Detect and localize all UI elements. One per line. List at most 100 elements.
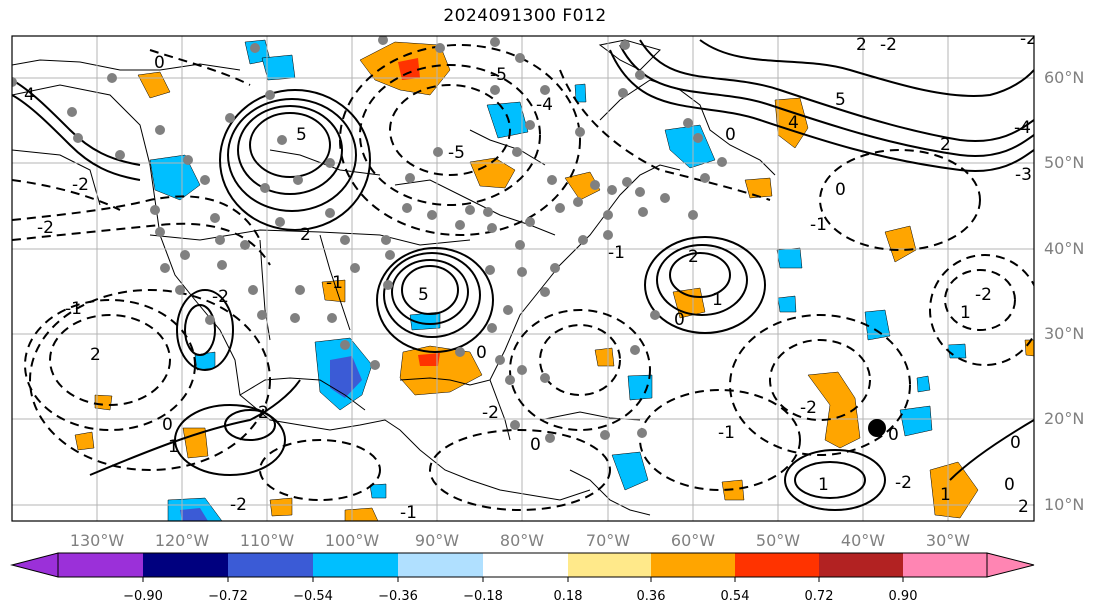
colorbar-label: 0.90 [889,589,918,604]
svg-text:0: 0 [1010,433,1021,453]
svg-text:0: 0 [476,343,487,363]
colorbar-label: 0.54 [721,589,750,604]
colorbar: −0.90 −0.72 −0.54 −0.36 −0.18 0.18 0.36 … [10,552,1035,604]
lat-label-60n: 60°N [1044,68,1084,87]
svg-text:-2: -2 [37,218,54,238]
colorbar-label: −0.72 [208,589,248,604]
svg-text:2: 2 [856,35,867,55]
lon-label-70w: 70°W [586,531,630,550]
colorbar-label: −0.18 [463,589,503,604]
lon-label-100w: 100°W [325,531,380,550]
svg-text:-2: -2 [212,287,229,307]
svg-text:-1: -1 [810,215,827,235]
svg-text:1: 1 [168,437,179,457]
svg-text:0: 0 [530,435,541,455]
colorbar-label: 0.72 [805,589,834,604]
lon-label-60w: 60°W [671,531,715,550]
svg-text:2: 2 [1018,497,1029,517]
colorbar-bin [483,553,568,577]
svg-text:-2: -2 [800,398,817,418]
colorbar-frame [57,552,988,578]
map-frame [11,35,1035,522]
svg-text:-2: -2 [975,285,992,305]
svg-text:-2: -2 [880,35,897,55]
svg-text:-5: -5 [448,143,465,163]
colorbar-label: 0.36 [637,589,666,604]
svg-text:-4: -4 [1014,118,1031,138]
svg-text:1: 1 [940,485,951,505]
svg-text:0: 0 [162,415,173,435]
lon-label-80w: 80°W [500,531,544,550]
colorbar-extend-low [10,552,59,578]
svg-text:5: 5 [835,90,846,110]
svg-text:0: 0 [674,310,685,330]
svg-text:-1: -1 [65,299,82,319]
colorbar-bin [903,553,987,577]
latitude-labels: 60°N 50°N 40°N 30°N 20°N 10°N [1044,68,1084,514]
lon-label-90w: 90°W [415,531,459,550]
svg-text:5: 5 [296,125,307,145]
positive-contours [12,39,1034,511]
svg-text:2: 2 [258,403,269,423]
contour-labels: 5 -5 -5 -2 2 -2 -2 -1 0 5 -1 2 0 1 2 0 1… [24,29,1037,523]
colorbar-label: −0.36 [378,589,418,604]
lat-label-10n: 10°N [1044,495,1084,514]
shaded-fields [74,39,1034,521]
colorbar-bin [398,553,483,577]
svg-text:1: 1 [818,475,829,495]
map-plot-area: 5 -5 -5 -2 2 -2 -2 -1 0 5 -1 2 0 1 2 0 1… [12,29,1037,523]
svg-text:0: 0 [725,125,736,145]
colorbar-bin [58,553,143,577]
colorbar-bin [819,553,903,577]
svg-text:-1: -1 [608,243,625,263]
lon-label-120w: 120°W [155,531,210,550]
svg-text:-3: -3 [1015,165,1032,185]
svg-text:1: 1 [712,290,723,310]
colorbar-label: 0.18 [554,589,583,604]
colorbar-extend-high [986,552,1035,578]
svg-text:0: 0 [835,180,846,200]
lat-label-50n: 50°N [1044,153,1084,172]
svg-text:2: 2 [90,345,101,365]
longitude-labels: 130°W 120°W 110°W 100°W 90°W 80°W 70°W 6… [70,531,970,550]
lon-label-30w: 30°W [926,531,970,550]
negative-contours [12,44,1034,511]
svg-text:2: 2 [300,225,311,245]
svg-text:-4: -4 [536,95,553,115]
storm-center-marker [868,419,886,437]
colorbar-bin [651,553,735,577]
map-title: 2024091300 F012 [443,6,607,26]
svg-text:0: 0 [1004,475,1015,495]
svg-text:4: 4 [24,85,35,105]
svg-text:0: 0 [154,53,165,73]
colorbar-bin [143,553,228,577]
svg-text:-1: -1 [718,423,735,443]
colorbar-bin [568,553,651,577]
colorbar-bin [735,553,819,577]
svg-text:-5: -5 [490,65,507,85]
svg-text:1: 1 [960,303,971,323]
svg-text:5: 5 [418,285,429,305]
svg-text:4: 4 [788,113,799,133]
svg-text:2: 2 [940,135,951,155]
svg-text:-2: -2 [895,473,912,493]
svg-text:2: 2 [688,247,699,267]
colorbar-label: −0.90 [123,589,163,604]
svg-text:0: 0 [888,425,899,445]
lon-label-130w: 130°W [70,531,125,550]
lat-label-20n: 20°N [1044,409,1084,428]
colorbar-bin [228,553,313,577]
svg-text:-2: -2 [230,495,247,515]
svg-text:-2: -2 [72,175,89,195]
colorbar-bin [313,553,398,577]
lat-label-40n: 40°N [1044,239,1084,258]
lat-label-30n: 30°N [1044,324,1084,343]
lon-label-40w: 40°W [841,531,885,550]
lon-label-110w: 110°W [240,531,295,550]
svg-text:-1: -1 [400,503,417,523]
colorbar-label: −0.54 [293,589,333,604]
svg-text:-2: -2 [1020,29,1037,49]
station-markers [12,36,727,443]
svg-text:-2: -2 [482,403,499,423]
